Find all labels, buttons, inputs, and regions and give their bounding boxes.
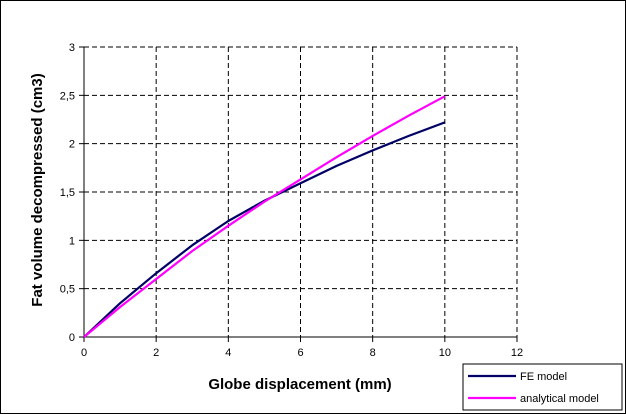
y-tick-label: 1 — [69, 235, 75, 247]
y-tick-label: 0,5 — [60, 284, 75, 296]
series-line-fe-model — [83, 121, 446, 338]
y-tick-label: 3 — [69, 42, 75, 54]
x-tick-label: 4 — [225, 347, 231, 359]
legend-label-analytical-model: analytical model — [520, 393, 599, 405]
grid-layer — [84, 46, 518, 337]
y-tick-label: 2 — [69, 139, 75, 151]
legend-box — [462, 363, 623, 411]
x-tick-label: 6 — [297, 347, 303, 359]
x-tick-label: 0 — [81, 347, 87, 359]
x-tick-label: 2 — [153, 347, 159, 359]
x-axis-label: Globe displacement (mm) — [208, 376, 391, 393]
y-axis-label: Fat volume decompressed (cm3) — [29, 73, 46, 306]
series-line-analytical-model — [83, 95, 446, 338]
y-tick-label: 0 — [69, 332, 75, 344]
series-layer — [83, 95, 446, 338]
legend: FE model analytical model — [462, 363, 623, 411]
legend-label-fe-model: FE model — [520, 371, 567, 383]
axis-layer: 0 2 4 6 8 10 12 0 0,5 1 1,5 2 2,5 3 — [60, 42, 523, 359]
x-tick-label: 10 — [439, 347, 451, 359]
x-tick-label: 8 — [370, 347, 376, 359]
y-tick-label: 2,5 — [60, 90, 75, 102]
y-tick-label: 1,5 — [60, 187, 75, 199]
x-tick-label: 12 — [511, 347, 523, 359]
